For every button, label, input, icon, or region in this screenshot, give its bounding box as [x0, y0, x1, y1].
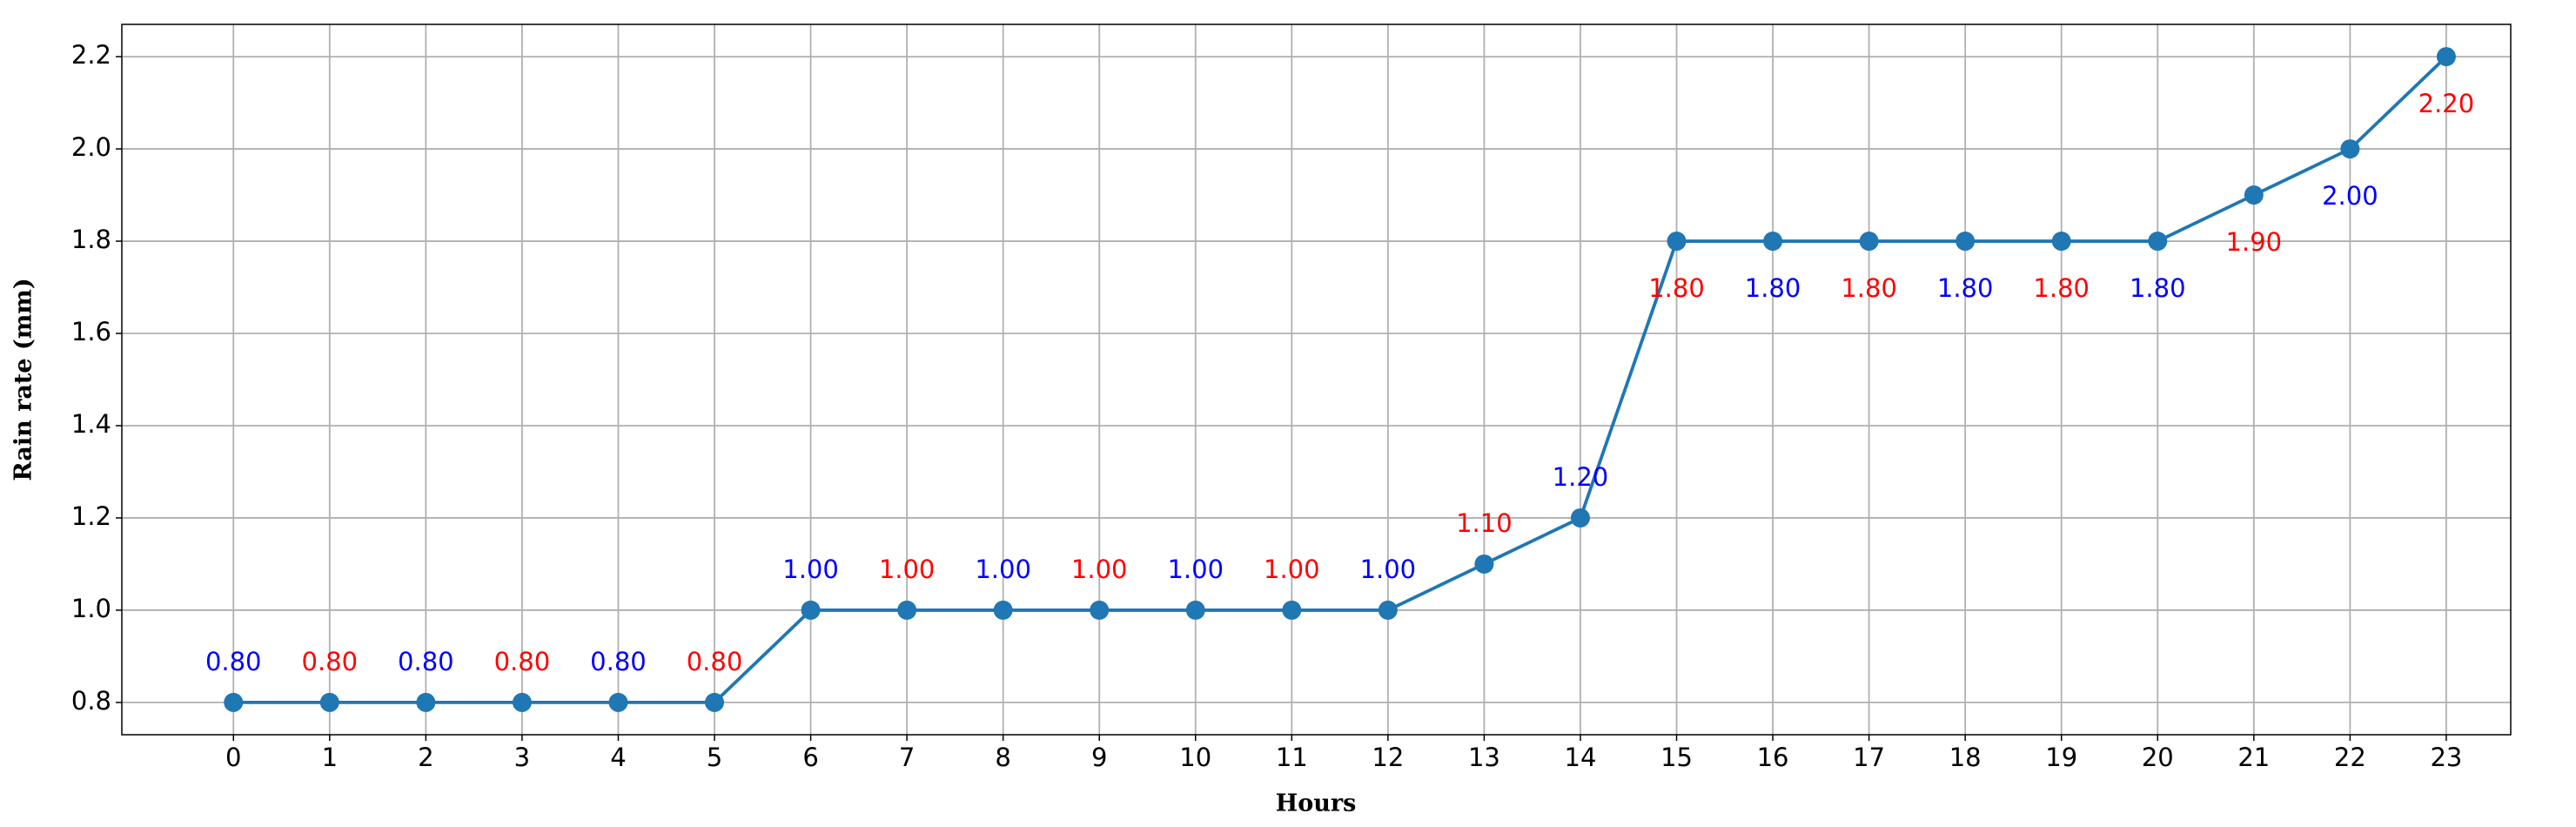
- x-tick-label: 19: [2045, 743, 2077, 772]
- x-tick-label: 9: [1091, 743, 1107, 772]
- value-label: 1.00: [1071, 555, 1128, 584]
- value-label: 2.20: [2418, 89, 2475, 118]
- value-label: 1.00: [1167, 555, 1224, 584]
- x-tick-label: 11: [1276, 743, 1308, 772]
- y-tick-label: 2.2: [71, 40, 111, 70]
- value-label: 1.80: [1937, 273, 1994, 303]
- data-point: [801, 600, 821, 620]
- data-point: [2148, 232, 2168, 252]
- value-label: 1.00: [1264, 555, 1320, 584]
- value-label: 0.80: [302, 647, 359, 676]
- data-point: [416, 692, 436, 712]
- data-point: [1859, 232, 1879, 252]
- x-tick-label: 17: [1853, 743, 1885, 772]
- x-tick-label: 12: [1372, 743, 1404, 772]
- data-point: [1570, 508, 1590, 528]
- x-tick-label: 18: [1949, 743, 1982, 772]
- data-point: [608, 692, 628, 712]
- data-point: [1185, 600, 1205, 620]
- data-point: [1955, 232, 1976, 252]
- value-label: 0.80: [494, 647, 551, 676]
- data-point: [1667, 232, 1687, 252]
- x-tick-label: 16: [1757, 743, 1789, 772]
- y-tick-label: 1.6: [71, 317, 111, 346]
- data-point: [1282, 600, 1302, 620]
- value-label: 0.80: [590, 647, 647, 676]
- data-point: [704, 692, 724, 712]
- data-point: [2436, 47, 2456, 67]
- data-point: [224, 692, 244, 712]
- x-tick-label: 20: [2142, 743, 2174, 772]
- y-tick-label: 1.4: [71, 409, 111, 439]
- x-tick-label: 7: [899, 743, 915, 772]
- value-label: 1.80: [1841, 273, 1897, 303]
- data-point: [512, 692, 532, 712]
- x-tick-label: 14: [1565, 743, 1597, 772]
- data-point: [993, 600, 1013, 620]
- value-label: 1.00: [975, 555, 1031, 584]
- data-point: [319, 692, 339, 712]
- x-tick-label: 5: [707, 743, 722, 772]
- value-label: 0.80: [398, 647, 454, 676]
- y-tick-label: 1.8: [71, 225, 111, 254]
- x-tick-label: 15: [1660, 743, 1693, 772]
- value-label: 1.20: [1553, 462, 1609, 492]
- x-tick-label: 10: [1179, 743, 1211, 772]
- y-tick-label: 0.8: [71, 686, 111, 716]
- x-tick-label: 1: [322, 743, 338, 772]
- x-tick-label: 3: [514, 743, 530, 772]
- data-point: [1090, 600, 1110, 620]
- value-label: 1.80: [2033, 273, 2090, 303]
- x-tick-label: 4: [610, 743, 626, 772]
- y-tick-label: 1.0: [71, 594, 111, 623]
- y-tick-label: 1.2: [71, 501, 111, 531]
- x-tick-label: 6: [802, 743, 818, 772]
- x-tick-label: 2: [418, 743, 433, 772]
- value-label: 2.00: [2322, 181, 2378, 211]
- value-label: 1.80: [1745, 273, 1801, 303]
- value-label: 0.80: [205, 647, 262, 676]
- value-label: 1.00: [879, 555, 936, 584]
- value-label: 1.80: [2130, 273, 2186, 303]
- x-tick-label: 0: [225, 743, 241, 772]
- data-line: [233, 55, 2448, 704]
- y-axis-label: Rain rate (mm): [10, 278, 37, 481]
- data-point: [2244, 185, 2264, 205]
- x-tick-label: 8: [995, 743, 1010, 772]
- x-tick-label: 13: [1468, 743, 1500, 772]
- plot-frame: [121, 24, 2512, 736]
- x-tick-label: 21: [2237, 743, 2270, 772]
- data-point: [2051, 232, 2071, 252]
- value-label: 1.80: [1648, 273, 1705, 303]
- data-point: [2340, 139, 2360, 159]
- value-label: 1.00: [782, 555, 839, 584]
- data-point: [1474, 554, 1494, 574]
- data-point: [897, 600, 917, 620]
- value-label: 1.00: [1360, 555, 1417, 584]
- y-tick-label: 2.0: [71, 132, 111, 162]
- x-axis-label: Hours: [1276, 790, 1357, 817]
- data-point: [1763, 232, 1783, 252]
- value-label: 0.80: [687, 647, 743, 676]
- data-point: [1378, 600, 1398, 620]
- value-label: 1.10: [1456, 508, 1513, 538]
- value-label: 1.90: [2226, 227, 2283, 257]
- x-tick-label: 23: [2430, 743, 2462, 772]
- x-tick-label: 22: [2334, 743, 2366, 772]
